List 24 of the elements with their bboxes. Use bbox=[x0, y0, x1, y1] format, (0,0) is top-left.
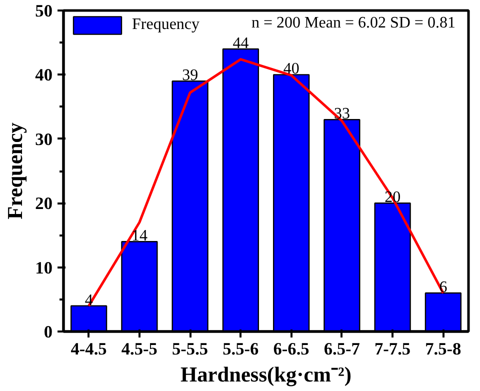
x-tick-label: 5.5-6 bbox=[222, 340, 260, 358]
data-label: 6 bbox=[439, 278, 448, 296]
annotation: n = 200 Mean = 6.02 SD = 0.81 bbox=[251, 14, 456, 32]
x-tick-label: 4.5-5 bbox=[121, 340, 158, 358]
data-label: 44 bbox=[232, 35, 249, 52]
data-label: 14 bbox=[131, 228, 148, 245]
data-label: 40 bbox=[283, 60, 300, 78]
y-tick-label: 50 bbox=[35, 2, 52, 20]
y-tick-label: 40 bbox=[35, 66, 52, 85]
data-label: 39 bbox=[182, 67, 198, 84]
y-tick-label: 20 bbox=[35, 194, 52, 214]
x-tick-label: 5-5.5 bbox=[172, 340, 208, 358]
x-tick-label: 6.5-7 bbox=[324, 340, 360, 358]
y-tick-label: 0 bbox=[44, 322, 53, 342]
x-tick-label: 7.5-8 bbox=[425, 340, 462, 358]
x-tick-label: 4-4.5 bbox=[70, 340, 108, 358]
x-tick-label: 6-6.5 bbox=[273, 340, 310, 358]
legend-label: Frequency bbox=[132, 16, 200, 34]
x-tick-label: 7-7.5 bbox=[374, 340, 411, 358]
x-axis-title: Hardness(kg·cm⁻²) bbox=[180, 362, 352, 386]
y-tick-label: 10 bbox=[35, 258, 52, 278]
y-tick-label: 30 bbox=[35, 130, 52, 149]
data-label: 33 bbox=[334, 106, 350, 123]
y-axis-title: Frequency bbox=[3, 122, 28, 220]
